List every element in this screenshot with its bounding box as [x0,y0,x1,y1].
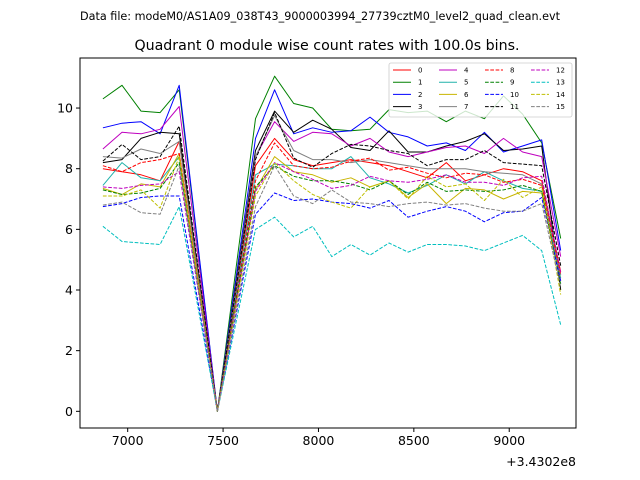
legend-label-13: 13 [556,79,565,87]
x-tick-label: 7500 [207,433,239,448]
legend-label-3: 3 [418,103,422,111]
legend-label-9: 9 [510,79,514,87]
x-axis-offset-label: +3.4302e8 [506,454,576,469]
series-line-15 [102,165,562,412]
chart-title: Quadrant 0 module wise count rates with … [134,38,519,54]
legend-label-0: 0 [418,67,422,75]
series-line-14 [102,156,562,412]
series-line-10 [102,192,562,412]
legend-label-6: 6 [464,91,469,99]
legend-label-15: 15 [556,103,565,111]
series-line-0 [102,137,562,412]
legend-label-10: 10 [510,91,519,99]
legend-label-11: 11 [510,103,519,111]
series-line-13 [102,206,562,412]
y-tick-label: 10 [57,101,73,116]
legend-label-8: 8 [510,67,514,75]
series-layer [102,75,562,412]
x-tick-label: 8500 [398,433,430,448]
figure-suptitle: Data file: modeM0/AS1A09_038T43_90000039… [80,10,561,23]
y-tick-label: 0 [65,404,73,419]
series-line-8 [102,142,562,412]
legend-label-1: 1 [418,79,422,87]
axes-ticks: 7000 7500 8000 8500 9000 0 2 4 6 8 10 [57,101,525,448]
x-tick-label: 7000 [112,433,144,448]
series-line-5 [102,156,562,412]
y-tick-label: 8 [65,161,73,176]
legend-label-2: 2 [418,91,422,99]
legend-label-5: 5 [464,79,468,87]
series-line-3 [102,110,562,412]
legend-label-7: 7 [464,103,468,111]
legend-box [388,62,573,118]
legend-label-4: 4 [464,67,469,75]
series-line-9 [102,162,562,412]
series-line-12 [102,162,562,412]
x-tick-label: 9000 [493,433,525,448]
x-tick-label: 8000 [303,433,335,448]
y-tick-label: 4 [65,283,73,298]
y-tick-label: 2 [65,343,73,358]
y-tick-label: 6 [65,222,73,237]
series-line-1 [102,75,562,412]
series-line-7 [102,115,562,412]
series-line-6 [102,153,562,412]
legend-label-12: 12 [556,67,565,75]
legend-label-14: 14 [556,91,565,99]
plot-area-frame [79,57,577,429]
series-line-4 [102,106,562,412]
series-line-11 [102,112,562,412]
